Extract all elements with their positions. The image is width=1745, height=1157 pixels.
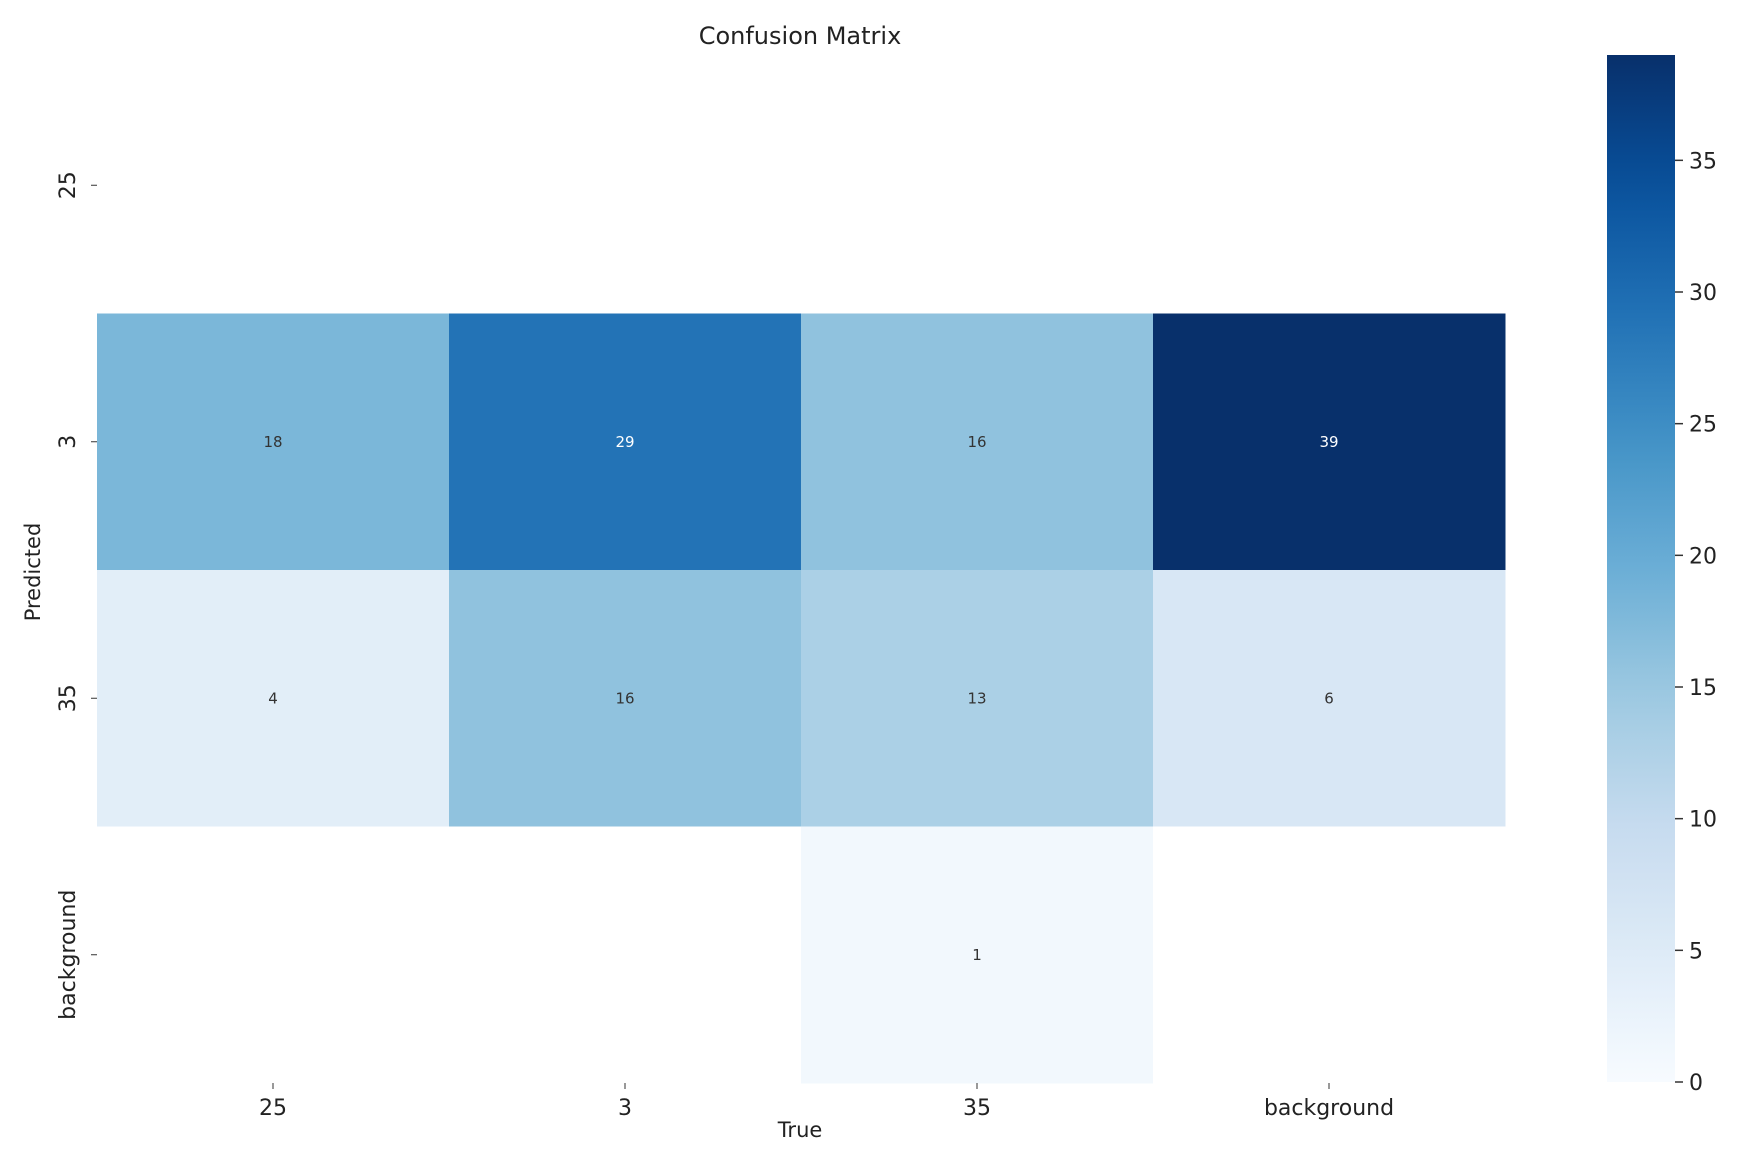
colorbar-tick-label: 30 (1689, 281, 1717, 306)
heatmap-cell (1153, 826, 1506, 1084)
x-tick-label: 35 (963, 1096, 991, 1121)
heatmap-cell (1153, 313, 1506, 571)
colorbar-tick-label: 5 (1689, 939, 1703, 964)
heatmap-cell (449, 57, 802, 314)
colorbar-tick-label: 25 (1689, 413, 1717, 438)
colorbar-tick-label: 35 (1689, 149, 1717, 174)
heatmap-cell (449, 570, 802, 827)
heatmap-cell (801, 826, 1154, 1084)
heatmap-cell (97, 570, 450, 827)
colorbar-tick-label: 15 (1689, 676, 1717, 701)
cell-value-label: 1 (972, 946, 982, 964)
x-tick-label: 3 (618, 1096, 632, 1121)
heatmap-cell (97, 313, 450, 571)
cell-value-label: 6 (1324, 689, 1334, 707)
colorbar-ticks: 0 5 10 15 20 25 30 35 (1675, 149, 1717, 1096)
cell-value-label: 13 (967, 689, 986, 707)
heatmap-cells (97, 57, 1506, 1084)
x-tick-label: background (1264, 1096, 1394, 1121)
chart-title: Confusion Matrix (699, 22, 902, 50)
heatmap-cell (449, 826, 802, 1084)
heatmap-cell (97, 826, 450, 1084)
colorbar-tick-label: 20 (1689, 544, 1717, 569)
cell-value-label: 16 (967, 433, 986, 451)
x-axis-ticks: 25 3 35 background (259, 1083, 1394, 1121)
heatmap-cell (97, 57, 450, 314)
y-tick-label: 25 (56, 171, 81, 199)
cell-value-label: 18 (263, 433, 282, 451)
heatmap-cell (449, 313, 802, 571)
cell-value-label: 39 (1319, 433, 1338, 451)
y-axis-ticks: 25 3 35 background (56, 171, 97, 1020)
cell-value-label: 29 (615, 433, 634, 451)
heatmap-cell (1153, 570, 1506, 827)
heatmap-cell (801, 57, 1154, 314)
colorbar (1607, 55, 1675, 1082)
y-tick-label: 35 (56, 684, 81, 712)
cell-value-label: 16 (615, 689, 634, 707)
y-axis-title: Predicted (21, 523, 45, 622)
heatmap-cell (801, 570, 1154, 827)
heatmap-cell-labels: 18 29 16 39 4 16 13 6 1 (263, 433, 1338, 964)
y-tick-label: 3 (56, 435, 81, 449)
x-axis-title: True (777, 1118, 823, 1142)
x-tick-label: 25 (259, 1096, 287, 1121)
colorbar-tick-label: 0 (1689, 1071, 1703, 1096)
heatmap-cell (1153, 57, 1506, 314)
cell-value-label: 4 (268, 689, 278, 707)
colorbar-tick-label: 10 (1689, 808, 1717, 833)
heatmap-cell (801, 313, 1154, 571)
y-tick-label: background (56, 890, 81, 1020)
